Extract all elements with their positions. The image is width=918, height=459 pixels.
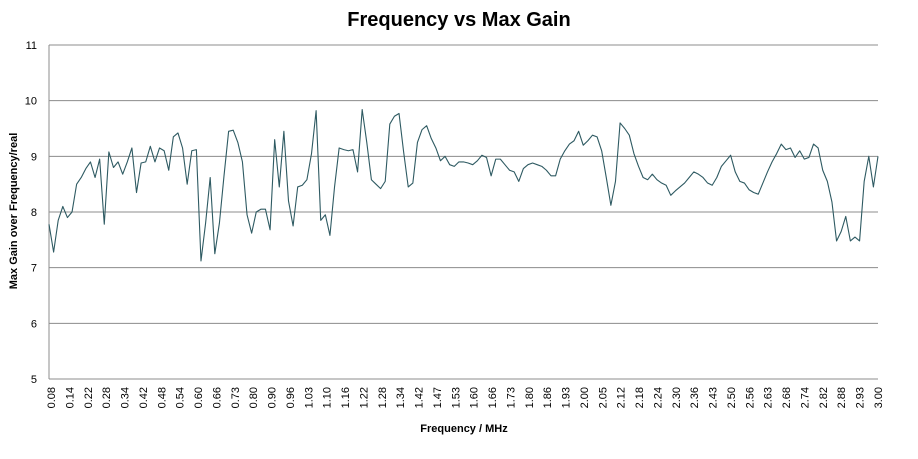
x-tick-label: 2.50: [726, 387, 738, 408]
x-tick-label: 2.82: [818, 387, 830, 408]
x-tick-label: 2.63: [763, 387, 775, 408]
x-tick-label: 1.53: [450, 387, 462, 408]
y-tick-labels: 5 6 7 8 9 10 11: [25, 40, 37, 386]
y-tick-label: 11: [26, 40, 37, 52]
x-tick-label: 1.93: [561, 387, 573, 408]
x-tick-label: 0.14: [64, 387, 76, 408]
x-tick-label: 0.60: [193, 387, 205, 408]
x-tick-label: 0.96: [285, 387, 297, 408]
x-tick-label: 1.73: [505, 387, 517, 408]
x-tick-label: 2.93: [855, 387, 867, 408]
x-tick-labels: 0.08 0.14 0.22 0.28 0.34 0.42 0.48 0.54 0.60 0.66…: [46, 387, 885, 408]
x-tick-label: 2.74: [799, 387, 811, 408]
y-tick-label: 5: [31, 374, 37, 386]
x-tick-label: 2.43: [708, 387, 720, 408]
x-tick-label: 1.16: [340, 387, 352, 408]
x-tick-label: 1.10: [322, 387, 334, 408]
y-axis-label: Max Gain over Frequency/real: [8, 133, 20, 290]
x-tick-label: 1.42: [414, 387, 426, 408]
x-tick-label: 1.86: [542, 387, 554, 408]
x-tick-label: 1.28: [377, 387, 389, 408]
x-tick-label: 0.42: [138, 387, 150, 408]
x-tick-label: 2.36: [689, 387, 701, 408]
x-tick-label: 1.03: [303, 387, 315, 408]
x-tick-label: 2.05: [597, 387, 609, 408]
x-tick-label: 2.12: [616, 387, 628, 408]
x-tick-label: 1.66: [487, 387, 499, 408]
x-tick-label: 1.80: [524, 387, 536, 408]
y-tick-label: 9: [31, 151, 37, 163]
x-tick-label: 2.24: [652, 387, 664, 408]
x-tick-label: 1.47: [432, 387, 444, 408]
x-tick-label: 0.80: [248, 387, 260, 408]
series-line-0: [48, 109, 879, 262]
y-tick-label: 10: [25, 96, 37, 108]
x-tick-label: 2.56: [744, 387, 756, 408]
x-tick-label: 2.88: [836, 387, 848, 408]
x-tick-label: 2.68: [781, 387, 793, 408]
series-layer: [48, 109, 879, 262]
x-tick-label: 0.73: [230, 387, 242, 408]
x-tick-label: 1.60: [469, 387, 481, 408]
y-tick-label: 8: [31, 207, 37, 219]
x-tick-label: 0.22: [83, 387, 95, 408]
y-tick-label: 6: [31, 318, 37, 330]
x-tick-label: 1.22: [358, 387, 370, 408]
x-tick-label: 0.08: [46, 387, 58, 408]
gridlines: [48, 44, 878, 380]
x-tick-label: 2.30: [671, 387, 683, 408]
x-tick-label: 2.18: [634, 387, 646, 408]
chart-title: Frequency vs Max Gain: [347, 9, 570, 31]
x-tick-label: 0.54: [175, 387, 187, 408]
x-tick-label: 1.34: [395, 387, 407, 408]
x-tick-label: 3.00: [873, 387, 885, 408]
x-tick-label: 2.00: [579, 387, 591, 408]
x-axis-label: Frequency / MHz: [420, 423, 508, 435]
x-tick-label: 0.48: [156, 387, 168, 408]
x-tick-label: 0.28: [101, 387, 113, 408]
x-tick-label: 0.34: [120, 387, 132, 408]
y-tick-label: 7: [31, 263, 37, 275]
x-tick-label: 0.66: [211, 387, 223, 408]
x-tick-label: 0.90: [267, 387, 279, 408]
